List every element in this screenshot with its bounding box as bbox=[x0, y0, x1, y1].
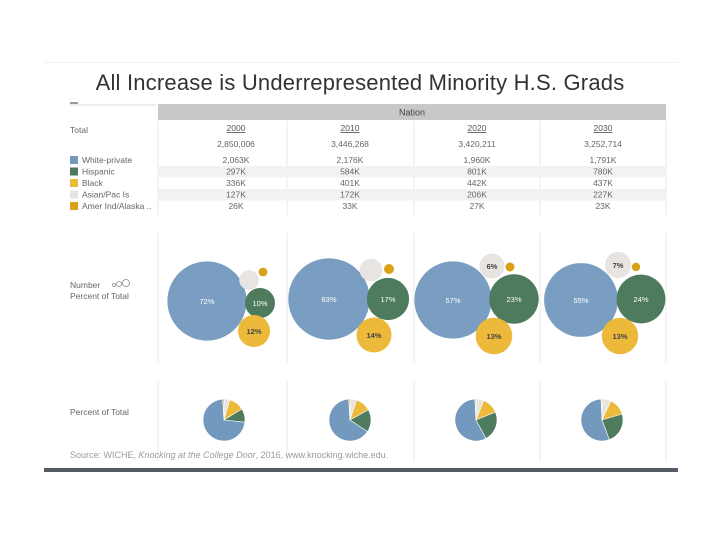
bubble-hispanic bbox=[366, 277, 410, 321]
legend-swatch-amerind bbox=[70, 202, 78, 210]
group-value: 172K bbox=[340, 190, 360, 200]
legend-swatch-asian bbox=[70, 190, 78, 199]
size-legend-large-circle bbox=[122, 279, 130, 287]
bubble-label-asian: 6% bbox=[487, 262, 498, 271]
header-nation: Nation bbox=[399, 108, 425, 118]
bubble-label-black: 14% bbox=[366, 331, 381, 340]
group-value: 442K bbox=[467, 178, 487, 188]
bubble-label-hispanic: 17% bbox=[380, 295, 395, 304]
bubble-asian bbox=[239, 270, 259, 290]
legend-label: Amer Ind/Alaska .. bbox=[82, 201, 151, 211]
pie-slice-hispanic bbox=[475, 411, 498, 439]
year-label: 2020 bbox=[468, 123, 487, 133]
bubble-label-white: 72% bbox=[199, 297, 214, 306]
legend-swatch-white bbox=[70, 156, 78, 164]
legend-label: Asian/Pac Is bbox=[82, 190, 129, 200]
size-legend-small-circle bbox=[112, 283, 116, 287]
total-value: 3,252,714 bbox=[584, 139, 622, 149]
percent-label-2: Percent of Total bbox=[70, 407, 129, 417]
pie-slice-white bbox=[454, 398, 487, 442]
total-value: 2,850,006 bbox=[217, 139, 255, 149]
bubble-label-white: 63% bbox=[321, 295, 336, 304]
filter-slider-handle bbox=[70, 102, 78, 104]
bubble-white bbox=[167, 261, 247, 341]
bubble-hispanic bbox=[489, 274, 539, 324]
group-value: 33K bbox=[342, 201, 357, 211]
bubble-label-hispanic: 23% bbox=[506, 295, 521, 304]
bubble-white bbox=[288, 258, 370, 340]
bubble-amerind bbox=[384, 264, 394, 274]
bubble-white bbox=[414, 261, 492, 339]
pie-slice-white bbox=[328, 398, 368, 442]
group-value: 336K bbox=[226, 178, 246, 188]
bubble-asian bbox=[604, 251, 632, 279]
row-stripe bbox=[158, 189, 666, 201]
bubble-asian bbox=[359, 258, 383, 282]
group-value: 23K bbox=[595, 201, 610, 211]
bubble-black bbox=[238, 315, 270, 347]
year-label: 2030 bbox=[594, 123, 613, 133]
group-value: 1,791K bbox=[590, 155, 617, 165]
legend-label: White-private bbox=[82, 155, 132, 165]
group-value: 127K bbox=[226, 190, 246, 200]
bubble-amerind bbox=[505, 262, 515, 272]
group-value: 2,176K bbox=[337, 155, 364, 165]
year-label: 2000 bbox=[227, 123, 246, 133]
bubble-asian bbox=[479, 253, 505, 279]
group-value: 1,960K bbox=[464, 155, 491, 165]
percent-label: Percent of Total bbox=[70, 291, 129, 301]
legend-swatch-hispanic bbox=[70, 167, 78, 176]
group-value: 297K bbox=[226, 167, 246, 177]
bubble-white bbox=[544, 263, 618, 337]
page-title: All Increase is Underrepresented Minorit… bbox=[95, 70, 625, 95]
pie-slice-amerind bbox=[600, 398, 603, 421]
group-value: 437K bbox=[593, 178, 613, 188]
legend-label: Hispanic bbox=[82, 167, 115, 177]
bubble-label-black: 13% bbox=[486, 332, 501, 341]
total-label: Total bbox=[70, 125, 88, 135]
bubble-black bbox=[356, 317, 392, 353]
bubble-black bbox=[475, 317, 513, 355]
pie-slice-amerind bbox=[222, 398, 225, 421]
source-note: Source: WICHE, Knocking at the College D… bbox=[70, 450, 389, 460]
group-value: 780K bbox=[593, 167, 613, 177]
bubble-label-asian: 7% bbox=[613, 261, 624, 270]
group-value: 206K bbox=[467, 190, 487, 200]
legend-label: Black bbox=[82, 178, 104, 188]
group-value: 801K bbox=[467, 167, 487, 177]
bubble-label-white: 55% bbox=[573, 296, 588, 305]
bubble-label-white: 57% bbox=[445, 296, 460, 305]
legend-swatch-black bbox=[70, 179, 78, 187]
bubble-amerind bbox=[631, 262, 641, 272]
number-label: Number bbox=[70, 280, 100, 290]
header-bar bbox=[158, 104, 666, 120]
bubble-label-black: 12% bbox=[246, 327, 261, 336]
slide-bottom-bar bbox=[44, 468, 678, 472]
row-stripe bbox=[158, 166, 666, 178]
group-value: 227K bbox=[593, 190, 613, 200]
bubble-label-black: 13% bbox=[612, 332, 627, 341]
bubble-black bbox=[601, 317, 639, 355]
bubble-label-hispanic: 24% bbox=[633, 295, 648, 304]
group-value: 584K bbox=[340, 167, 360, 177]
year-label: 2010 bbox=[341, 123, 360, 133]
group-value: 27K bbox=[469, 201, 484, 211]
group-value: 401K bbox=[340, 178, 360, 188]
total-value: 3,420,211 bbox=[458, 139, 495, 149]
pie-slice-amerind bbox=[474, 398, 477, 421]
dashboard-panel: Nation Total 2000 2,850,006 2010 3,446,268 202… bbox=[44, 62, 678, 473]
pie-slice-amerind bbox=[348, 398, 351, 421]
group-value: 2,063K bbox=[223, 155, 250, 165]
bubble-label-hispanic: 10% bbox=[252, 299, 267, 308]
enrollment-chart: Nation Total 2000 2,850,006 2010 3,446,268 202… bbox=[70, 102, 667, 461]
total-value: 3,446,268 bbox=[331, 139, 369, 149]
size-legend-mid-circle bbox=[116, 281, 122, 287]
bubble-hispanic bbox=[616, 274, 666, 324]
bubble-amerind bbox=[258, 267, 268, 277]
group-value: 26K bbox=[228, 201, 243, 211]
bubble-hispanic bbox=[245, 288, 275, 318]
pie-slice-white bbox=[580, 398, 610, 442]
